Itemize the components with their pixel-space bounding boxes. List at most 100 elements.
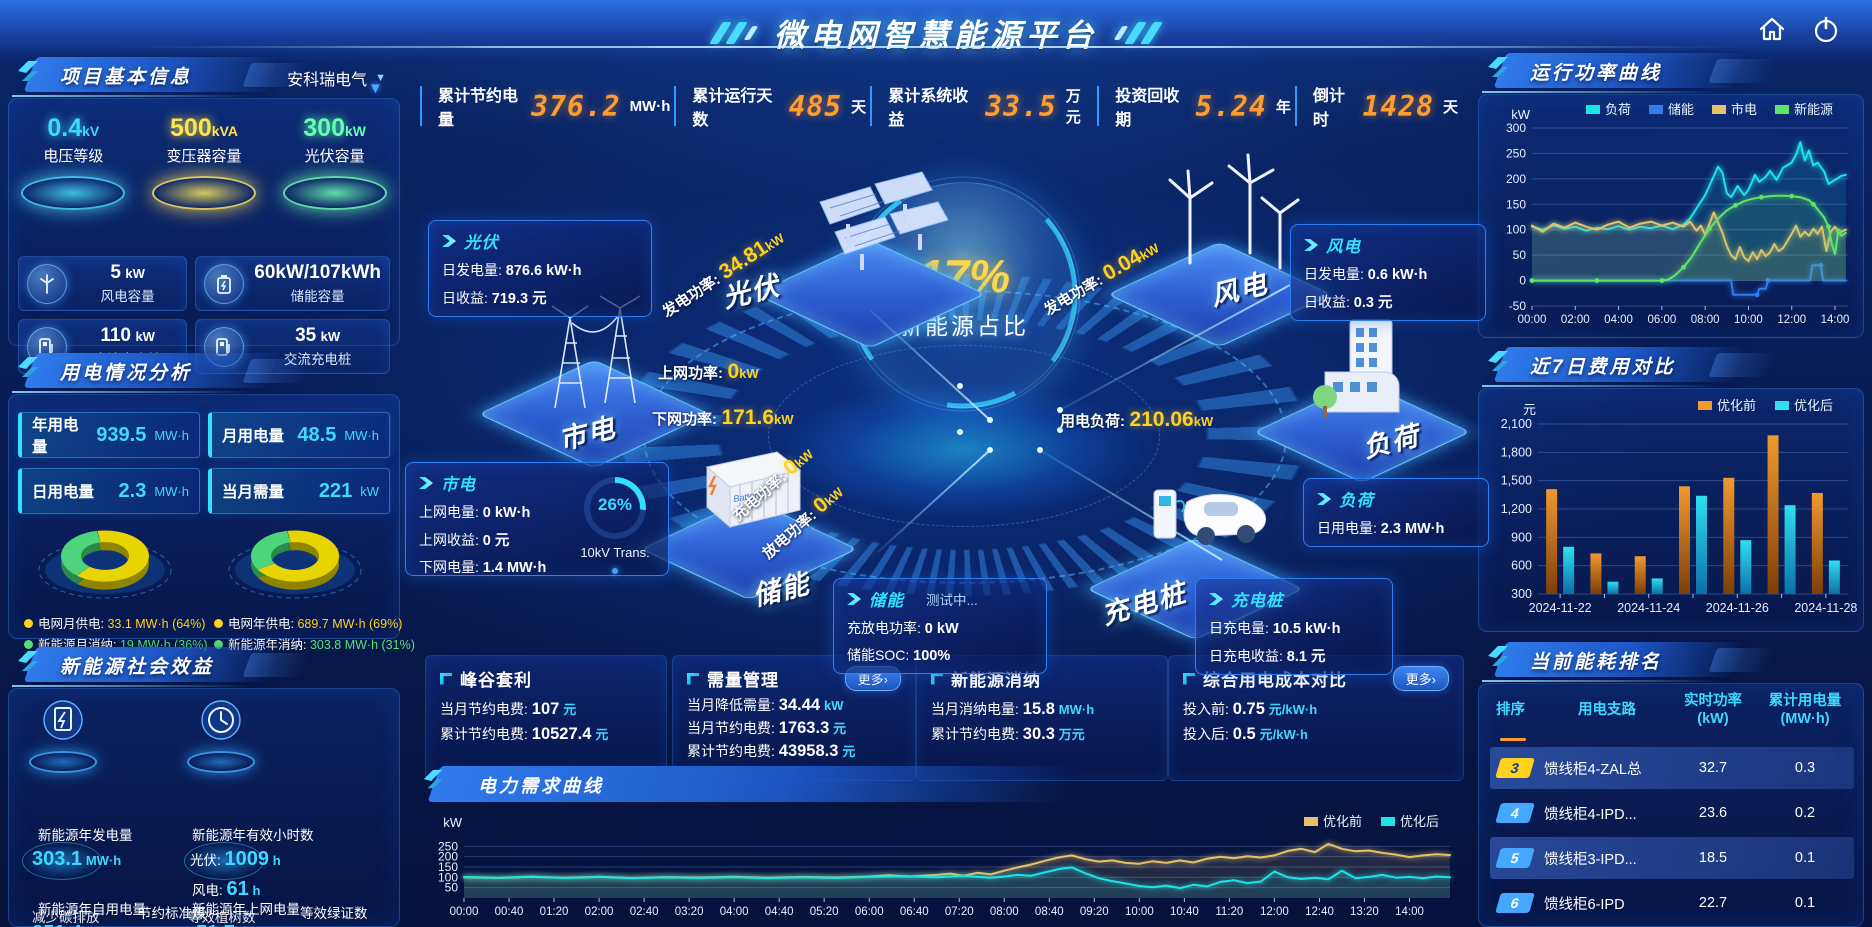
ev-charging-icon — [1153, 489, 1266, 545]
benefit-hours-label: 新能源年有效小时数 — [192, 828, 314, 843]
benefit-self-value: 251.4 MW·h — [32, 922, 121, 927]
stat-day-usage: 日用电量 2.3 MW·h — [18, 468, 200, 514]
spotlight-voltage: 0.4kV 电压等级 — [14, 114, 132, 210]
stat-month-usage: 月用电量 48.5 MW·h — [208, 412, 390, 458]
chevron-down-icon: ▼ — [375, 72, 386, 84]
svg-text:kW: kW — [443, 815, 463, 830]
stat-year-usage: 年用电量 939.5 MW·h — [18, 412, 200, 458]
svg-text:市电: 市电 — [1731, 102, 1757, 117]
solar-panels-icon — [819, 171, 949, 270]
gauge-dot — [612, 568, 618, 574]
benefit-coal-label: 节约标准煤 — [138, 906, 206, 921]
svg-text:08:00: 08:00 — [990, 906, 1019, 918]
panel-project-info: 项目基本信息 安科瑞电气 ▼ 0.4kV 电压等级 500kVA 变压器容量 30… — [8, 56, 400, 374]
top-banner: 微电网智慧能源平台 — [0, 0, 1872, 62]
svg-text:14:00: 14:00 — [1821, 314, 1850, 326]
infobox-wind: 风电 日发电量: 0.6 kW·h 日收益: 0.3 元 — [1290, 224, 1486, 321]
panel-cost-compare: 近7日费用对比 — [1478, 346, 1864, 632]
rank-badge: 6 — [1495, 893, 1535, 913]
chevron-right-icon — [1304, 239, 1318, 251]
svg-text:2024-11-26: 2024-11-26 — [1706, 601, 1769, 615]
realtime-power: 22.7 — [1698, 895, 1728, 911]
svg-text:08:00: 08:00 — [1691, 314, 1720, 326]
more-button[interactable]: 更多› — [1392, 666, 1449, 691]
table-row[interactable]: 4 馈线柜4-IPD... 23.6 0.2 — [1490, 792, 1854, 834]
svg-text:12:00: 12:00 — [1777, 314, 1806, 326]
stat-month-demand: 当月需量 221 kW — [208, 468, 390, 514]
table-row[interactable]: 6 馈线柜6-IPD 22.7 0.1 — [1490, 882, 1854, 924]
ranking-table: 排序 用电支路 实时功率 (kW) 累计用电量 (MW·h) 3 馈线柜4-ZAL总 3… — [1490, 692, 1854, 924]
svg-text:2,100: 2,100 — [1501, 417, 1532, 431]
panel-title: 项目基本信息 — [60, 67, 193, 88]
benefit-tree-label: 等效植树数 — [188, 910, 256, 925]
panel-corner-icon — [16, 649, 42, 680]
svg-text:优化后: 优化后 — [1400, 814, 1439, 829]
svg-text:300: 300 — [1511, 587, 1532, 601]
corner-icon — [687, 672, 699, 685]
svg-text:储能: 储能 — [1668, 102, 1694, 117]
demand-curve-chart: 250 200 150 100 50 00:00 00:40 01:20 02:00 02:40 0… — [424, 806, 1464, 924]
svg-text:02:40: 02:40 — [630, 906, 659, 918]
svg-text:150: 150 — [1506, 197, 1526, 211]
title-left-decoration — [709, 21, 759, 44]
branch-name: 馈线柜6-IPD — [1544, 896, 1625, 913]
donut-chart-month — [20, 512, 190, 612]
corner-icon — [440, 672, 452, 685]
svg-text:11:20: 11:20 — [1215, 906, 1243, 918]
total-energy: 0.1 — [1794, 850, 1816, 866]
gauge-label: 10kV Trans. — [580, 545, 650, 560]
rank-badge: 4 — [1495, 803, 1535, 823]
benefit-cert-label: 等效绿证数 — [300, 906, 368, 921]
corner-icon — [1183, 672, 1195, 685]
card-demand-mgmt: 需量管理 更多› 当月降低需量: 34.44 kW 当月节约电费: 1763.3 … — [672, 655, 916, 781]
svg-text:200: 200 — [438, 850, 458, 864]
svg-text:250: 250 — [1506, 146, 1526, 160]
svg-text:01:20: 01:20 — [540, 906, 569, 918]
infobox-charger: 充电桩 日充电量: 10.5 kW·h 日充电收益: 8.1 元 — [1195, 578, 1393, 675]
svg-text:10:40: 10:40 — [1170, 906, 1199, 918]
svg-text:1,500: 1,500 — [1501, 474, 1532, 488]
benefit-self-label: 新能源年自用电量 — [38, 902, 146, 917]
battery-container-icon: Battery — [705, 451, 802, 529]
kpi-payback-period: 投资回收期 5.24 年 — [1097, 86, 1295, 129]
svg-text:00:40: 00:40 — [495, 906, 524, 918]
donut-chart-year — [210, 512, 380, 612]
kpi-countdown: 倒计时 1428 天 — [1294, 86, 1462, 129]
panel-corner-icon — [16, 355, 42, 386]
panel-renewable-benefits: 新能源社会效益 新能源年发电量 303.1 MW·h 新能源年有效小时数 光伏:… — [8, 646, 400, 927]
panel-power-curve: 运行功率曲线 — [1478, 52, 1864, 338]
panel-title: 当前能耗排名 — [1530, 652, 1663, 673]
panel-corner-icon — [422, 768, 446, 797]
glow-pad — [151, 176, 256, 210]
cost-compare-chart: 2,100 1,800 1,500 1,200 900 600 300 2024-11-22 2… — [1486, 392, 1858, 628]
table-row[interactable]: 5 馈线柜3-IPD... 18.5 0.1 — [1490, 837, 1854, 879]
home-icon[interactable] — [1756, 14, 1788, 46]
svg-text:优化前: 优化前 — [1323, 814, 1362, 829]
svg-text:新能源: 新能源 — [1794, 102, 1833, 117]
svg-text:12:40: 12:40 — [1305, 906, 1334, 918]
power-icon[interactable] — [1810, 14, 1842, 46]
capacity-card-wind: 5 kW 风电容量 — [18, 256, 188, 311]
svg-text:0: 0 — [1519, 274, 1526, 288]
panel-corner-icon — [16, 59, 42, 90]
svg-text:06:40: 06:40 — [900, 906, 929, 918]
realtime-power: 23.6 — [1698, 805, 1728, 821]
capacity-card-storage: 60kW/107kWh 储能容量 — [195, 256, 390, 311]
svg-text:00:00: 00:00 — [450, 906, 479, 918]
svg-text:Battery: Battery — [733, 489, 763, 504]
energy-flow-diagram: 17% 新能源占比 光伏 风电 — [400, 120, 1489, 675]
chevron-down-icon[interactable]: ▼ — [368, 80, 383, 97]
svg-text:06:00: 06:00 — [855, 906, 884, 918]
company-select[interactable]: 安科瑞电气 ▼ — [287, 72, 386, 89]
battery-icon — [204, 263, 245, 304]
chevron-right-icon — [442, 235, 456, 247]
svg-text:负荷: 负荷 — [1605, 102, 1631, 117]
svg-text:14:00: 14:00 — [1395, 906, 1424, 918]
building-icon — [1313, 319, 1400, 418]
legend-dot — [24, 619, 33, 628]
spotlight-pv-capacity: 300kW 光伏容量 — [276, 114, 394, 210]
chevron-right-icon — [1317, 493, 1331, 505]
benefit-gen-value: 303.1 MW·h — [32, 848, 122, 870]
table-row[interactable]: 3 馈线柜4-ZAL总 32.7 0.3 — [1490, 747, 1854, 789]
kpi-statbar: 累计节约电量 376.2 MW·h 累计运行天数 485 天 累计系统收益 33… — [420, 86, 1462, 129]
